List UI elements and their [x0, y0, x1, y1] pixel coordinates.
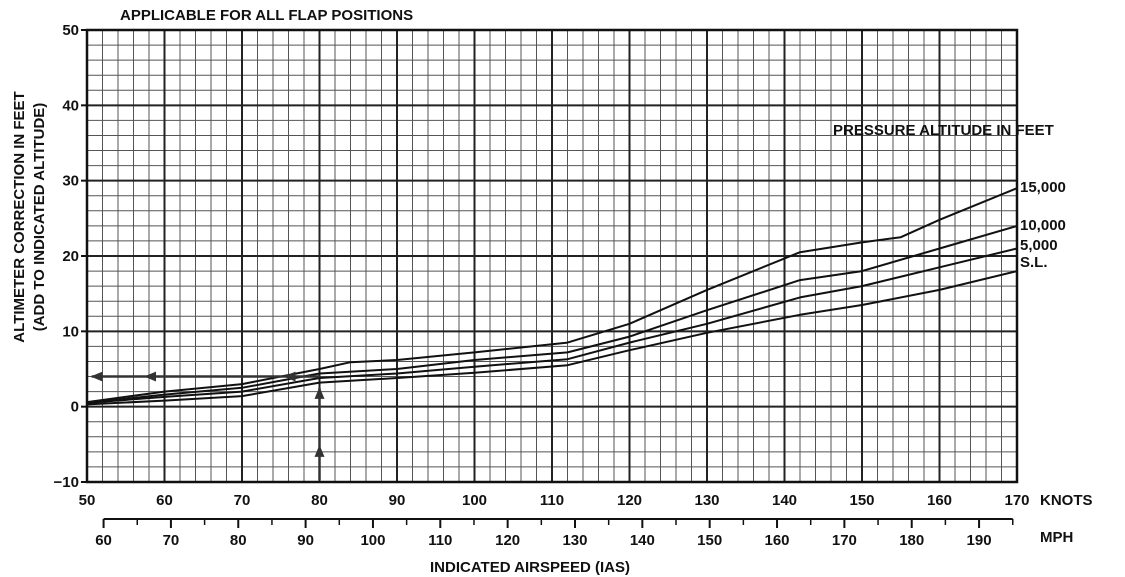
x-tick-label-knots: 50 — [79, 492, 96, 509]
y-axis-labels: ALTIMETER CORRECTION IN FEET (ADD TO IND… — [11, 91, 48, 342]
y-tick-label: 40 — [62, 97, 79, 114]
y-tick-label: 10 — [62, 323, 79, 340]
series-line — [86, 187, 1018, 404]
x-tick-label-knots: 130 — [694, 492, 719, 509]
x-tick-label-mph: 120 — [495, 532, 520, 549]
series-label: 5,000 — [1020, 237, 1058, 254]
x-tick-label-mph: 100 — [360, 532, 385, 549]
x-tick-label-knots: 170 — [1004, 492, 1029, 509]
y-tick-labels: −10 0 10 20 30 40 50 — [54, 22, 87, 491]
x-axis-title: INDICATED AIRSPEED (IAS) — [430, 559, 630, 576]
x-unit-mph: MPH — [1040, 529, 1073, 546]
y-tick-label: −10 — [54, 474, 79, 491]
x-tick-label-knots: 140 — [772, 492, 797, 509]
x-tick-label-mph: 150 — [697, 532, 722, 549]
legend-title: PRESSURE ALTITUDE IN FEET — [833, 122, 1054, 139]
x-tick-label-mph: 160 — [765, 532, 790, 549]
x-tick-labels-mph: 60 70 80 90 100 110 120 130 140 150 160 170 180 190 — [95, 532, 991, 549]
y-tick-label: 0 — [71, 399, 79, 416]
series-label: S.L. — [1020, 254, 1048, 271]
mph-axis — [102, 518, 1014, 528]
y-tick-label: 20 — [62, 248, 79, 265]
x-tick-label-mph: 180 — [899, 532, 924, 549]
x-tick-label-knots: 110 — [540, 492, 564, 509]
series-line — [86, 224, 1018, 404]
y-axis-title: ALTIMETER CORRECTION IN FEET — [11, 91, 28, 342]
x-tick-label-knots: 120 — [617, 492, 642, 509]
x-tick-label-knots: 90 — [389, 492, 406, 509]
y-axis-subtitle: (ADD TO INDICATED ALTITUDE) — [31, 103, 48, 332]
x-tick-label-mph: 170 — [832, 532, 857, 549]
x-tick-label-knots: 100 — [462, 492, 487, 509]
x-tick-labels-knots: 50 60 70 80 90 100 110 120 130 140 150 160 170 — [79, 492, 1030, 509]
series-label: 15,000 — [1020, 179, 1066, 196]
x-tick-label-mph: 190 — [967, 532, 992, 549]
x-tick-label-mph: 90 — [297, 532, 314, 549]
x-tick-label-knots: 150 — [849, 492, 874, 509]
x-tick-label-mph: 140 — [630, 532, 655, 549]
x-tick-label-mph: 130 — [562, 532, 587, 549]
series-labels: S.L.5,000 10,000 15,000 — [1020, 179, 1066, 271]
x-unit-knots: KNOTS — [1040, 492, 1093, 509]
chart-title: APPLICABLE FOR ALL FLAP POSITIONS — [120, 7, 413, 24]
x-tick-label-mph: 70 — [163, 532, 180, 549]
series-label: 10,000 — [1020, 217, 1066, 234]
x-tick-label-knots: 60 — [156, 492, 173, 509]
x-tick-label-mph: 80 — [230, 532, 247, 549]
example-arrows — [90, 371, 325, 480]
series-line — [86, 270, 1018, 406]
series-lines — [86, 187, 1018, 406]
x-tick-label-mph: 110 — [428, 532, 452, 549]
grid-major — [87, 30, 1017, 482]
series-line — [86, 247, 1018, 404]
x-tick-label-knots: 70 — [234, 492, 251, 509]
x-tick-label-knots: 80 — [311, 492, 328, 509]
x-tick-label-knots: 160 — [927, 492, 952, 509]
y-tick-label: 50 — [62, 22, 79, 39]
x-tick-label-mph: 60 — [95, 532, 112, 549]
y-tick-label: 30 — [62, 173, 79, 190]
